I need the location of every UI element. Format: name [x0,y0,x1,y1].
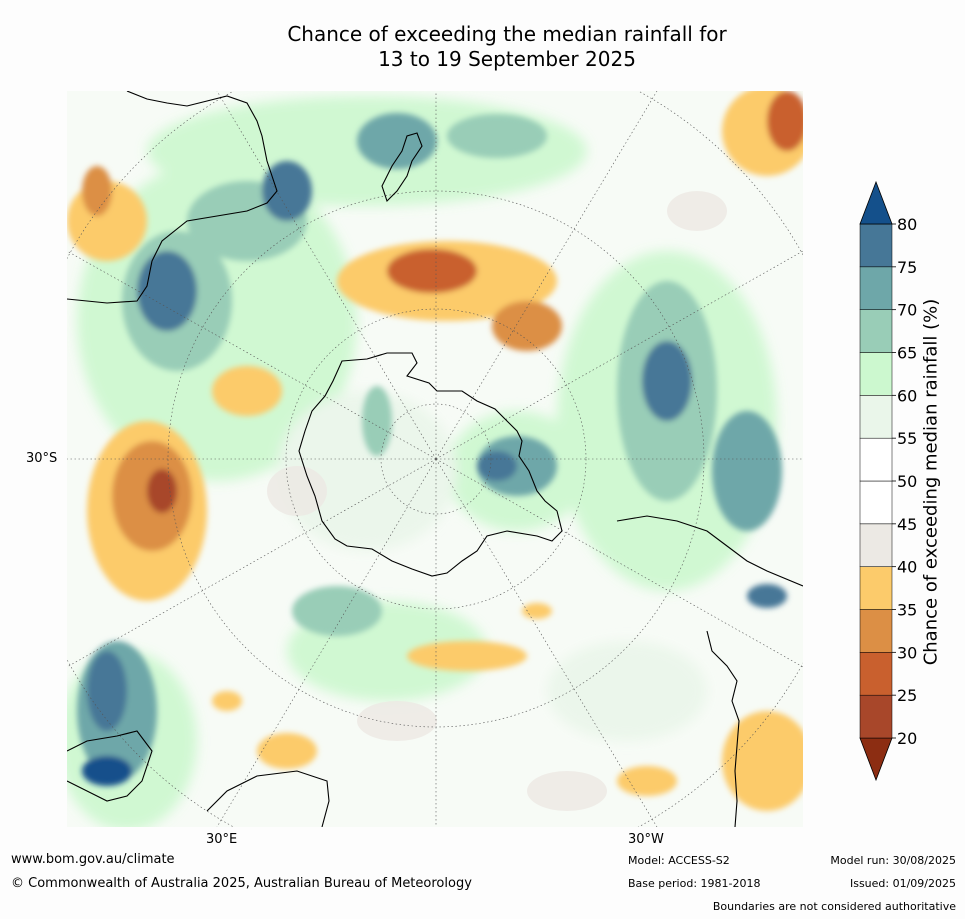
colorbar-tick-label: 55 [897,429,917,448]
colorbar-bin [859,694,893,739]
title-line-2: 13 to 19 September 2025 [378,47,636,71]
colorbar-tick-label: 50 [897,472,917,491]
map-title: Chance of exceeding the median rainfall … [0,22,965,72]
colorbar-tick-label: 65 [897,344,917,363]
base-period-text: Base period: 1981-2018 [628,877,761,890]
colorbar-bin [859,309,893,353]
wet-regions [77,113,787,786]
australia-coastline [67,91,278,304]
graticule [67,91,803,827]
colorbar-bin [859,652,893,696]
model-text: Model: ACCESS-S2 [628,854,730,867]
colorbar-bin [859,566,893,610]
colorbar-tick-label: 20 [897,729,917,748]
model-run-text: Model run: 30/08/2025 [830,854,956,867]
colorbar-bin [859,223,893,268]
colorbar-tick-label: 40 [897,558,917,577]
colorbar-bin [859,609,893,653]
longitude-label-30e: 30°E [206,832,238,847]
colorbar-bin [859,523,893,567]
title-line-1: Chance of exceeding the median rainfall … [287,22,727,46]
neutral-regions [267,191,727,811]
colorbar-tick-label: 80 [897,215,917,234]
colorbar-tick-label: 45 [897,515,917,534]
rainfall-probability-map [67,91,803,827]
latitude-label-30s: 30°S [26,451,58,466]
issued-text: Issued: 01/09/2025 [849,877,956,890]
colorbar-bin [859,266,893,310]
south-america-coastline [616,515,803,587]
website-link[interactable]: www.bom.gov.au/climate [11,852,175,867]
colorbar-title: Chance of exceeding median rainfall (%) [920,298,942,666]
colorbar-tick-label: 70 [897,301,917,320]
disclaimer-text: Boundaries are not considered authoritat… [712,900,956,913]
colorbar-tick-label: 75 [897,258,917,277]
colorbar-tick-label: 30 [897,643,917,662]
africa-coastline-2 [206,770,330,827]
colorbar-extension-high [859,180,893,225]
south-america-coastline-2 [706,630,740,827]
colorbar-tick-label: 35 [897,601,917,620]
longitude-label-30w: 30°W [628,832,664,847]
colorbar-bin [859,437,893,482]
antarctica-coastline [298,352,563,577]
colorbar-bin [859,352,893,396]
colorbar-tick-label: 60 [897,386,917,405]
colorbar-bin [859,480,893,525]
colorbar-tick-label: 25 [897,686,917,705]
colorbar-extension-low [859,737,893,782]
dry-regions [67,91,803,811]
colorbar-bin [859,395,893,439]
new-zealand-coastline [381,132,423,203]
coastlines [67,91,803,827]
copyright-text: © Commonwealth of Australia 2025, Austra… [11,876,472,891]
colorbar: 20 25 30 35 40 45 50 55 60 65 70 75 80 [859,180,917,782]
africa-coastline [67,730,153,802]
